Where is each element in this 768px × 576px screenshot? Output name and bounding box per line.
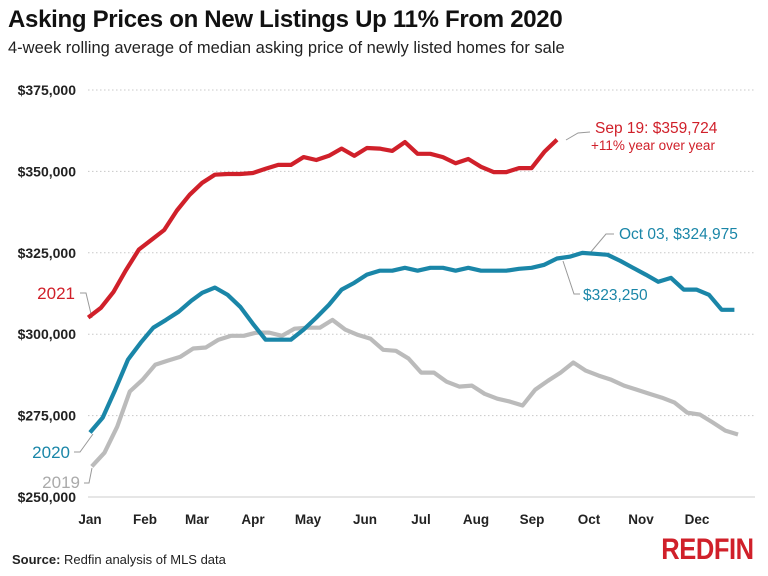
x-tick-label: Feb [133,512,157,527]
chart-title: Asking Prices on New Listings Up 11% Fro… [8,6,563,33]
x-tick-label: Mar [185,512,210,527]
series-line-2020 [88,250,735,434]
source-note: Source: Redfin analysis of MLS data [12,552,226,567]
x-tick-label: Jan [78,512,101,527]
y-tick-label: $250,000 [18,489,77,505]
x-tick-label: May [295,512,322,527]
x-tick-label: Jun [353,512,377,527]
leader-2021 [80,292,93,319]
series-label-2019: 2019 [42,473,80,492]
annotation-yoy: +11% year over year [591,138,715,153]
annotation-sep19: Sep 19: $359,724 [595,120,718,137]
x-tick-label: Dec [685,512,710,527]
chart-subtitle: 4-week rolling average of median asking … [8,39,565,57]
leader-oct03 [589,233,614,254]
series-line-2019 [90,317,739,468]
x-tick-label: Apr [241,512,265,527]
leader-323250 [562,260,580,295]
x-tick-label: Jul [411,512,431,527]
y-tick-label: $300,000 [18,326,77,342]
annotation-323250: $323,250 [583,287,648,304]
y-tick-label: $350,000 [18,163,77,179]
y-tick-label: $375,000 [18,82,77,98]
leader-2020 [74,433,94,453]
source-text: Redfin analysis of MLS data [60,552,226,567]
x-tick-label: Nov [628,512,654,527]
x-tick-label: Oct [578,512,601,527]
series-label-2020: 2020 [32,443,70,462]
y-tick-label: $275,000 [18,408,77,424]
source-label: Source: [12,552,61,567]
series-label-2021: 2021 [37,284,75,303]
x-tick-label: Aug [463,512,489,527]
series-line-2021 [86,138,559,320]
y-tick-label: $325,000 [18,245,77,261]
leader-sep19 [565,131,591,141]
x-tick-label: Sep [520,512,545,527]
leader-2019 [84,467,93,484]
annotation-oct03: Oct 03, $324,975 [619,226,738,243]
redfin-logo: REDFIN [661,533,755,566]
